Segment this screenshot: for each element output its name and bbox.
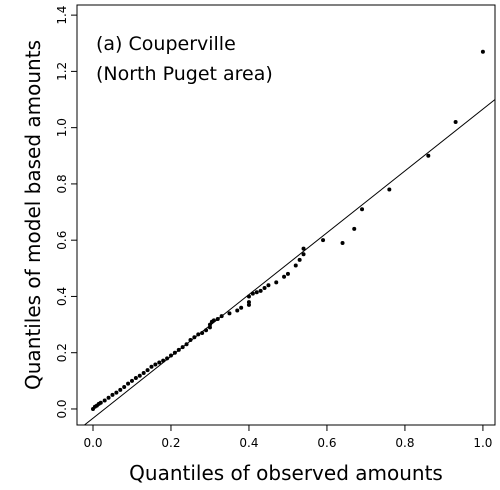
point xyxy=(293,263,298,268)
point xyxy=(102,398,107,403)
point xyxy=(360,207,365,212)
point xyxy=(184,342,189,347)
point xyxy=(254,290,259,295)
x-axis-label: Quantiles of observed amounts xyxy=(129,461,443,485)
point xyxy=(239,305,244,310)
point xyxy=(297,257,302,262)
point xyxy=(266,283,271,288)
point xyxy=(106,395,111,400)
plot-frame xyxy=(76,4,496,426)
point xyxy=(321,238,326,243)
y-tick-label: 1.4 xyxy=(55,6,69,25)
point xyxy=(149,364,154,369)
point xyxy=(219,314,224,319)
point xyxy=(200,331,205,336)
point xyxy=(126,381,131,386)
point xyxy=(204,328,209,333)
point xyxy=(246,300,251,305)
x-tick-label: 0.8 xyxy=(395,436,414,450)
point xyxy=(215,316,220,321)
point xyxy=(122,385,127,390)
y-tick-label: 0.6 xyxy=(55,231,69,250)
point xyxy=(129,378,134,383)
point xyxy=(180,345,185,350)
point xyxy=(258,288,263,293)
point xyxy=(188,338,193,343)
point xyxy=(176,347,181,352)
y-tick-label: 0.4 xyxy=(55,287,69,306)
point xyxy=(301,252,306,257)
y-tick-label: 1.0 xyxy=(55,118,69,137)
y-tick-label: 0.8 xyxy=(55,174,69,193)
point xyxy=(250,291,255,296)
y-tick-label: 1.2 xyxy=(55,62,69,81)
x-tick-label: 0.6 xyxy=(317,436,336,450)
x-tick-label: 0.0 xyxy=(83,436,102,450)
point xyxy=(137,373,142,378)
point xyxy=(196,332,201,337)
x-tick-label: 0.4 xyxy=(239,436,258,450)
reference-line xyxy=(83,99,495,425)
point xyxy=(211,318,216,323)
point xyxy=(262,286,267,291)
point xyxy=(246,294,251,299)
point xyxy=(98,400,103,405)
point xyxy=(145,368,150,373)
point xyxy=(141,370,146,375)
point xyxy=(172,350,177,355)
point xyxy=(227,311,232,316)
point xyxy=(157,360,162,365)
point xyxy=(110,392,115,397)
point xyxy=(168,353,173,358)
point xyxy=(246,302,251,307)
point xyxy=(282,274,287,279)
point xyxy=(235,308,240,313)
point xyxy=(133,376,138,381)
point xyxy=(161,358,166,363)
point xyxy=(274,280,279,285)
annotation: (a) Couperville xyxy=(96,33,236,55)
y-axis-label: Quantiles of model based amounts xyxy=(21,40,45,390)
point xyxy=(480,49,485,54)
point xyxy=(192,335,197,340)
point xyxy=(114,390,119,395)
point xyxy=(301,246,306,251)
point xyxy=(207,325,212,330)
point xyxy=(153,362,158,367)
point xyxy=(426,153,431,158)
point xyxy=(340,240,345,245)
point xyxy=(453,120,458,125)
x-tick-label: 1.0 xyxy=(473,436,492,450)
x-tick-label: 0.2 xyxy=(161,436,180,450)
annotation: (North Puget area) xyxy=(96,63,273,85)
point xyxy=(387,187,392,192)
point xyxy=(165,356,170,361)
point xyxy=(207,322,212,327)
y-tick-label: 0.0 xyxy=(55,399,69,418)
point xyxy=(285,271,290,276)
point xyxy=(118,387,123,392)
y-tick-label: 0.2 xyxy=(55,343,69,362)
point xyxy=(352,226,357,231)
